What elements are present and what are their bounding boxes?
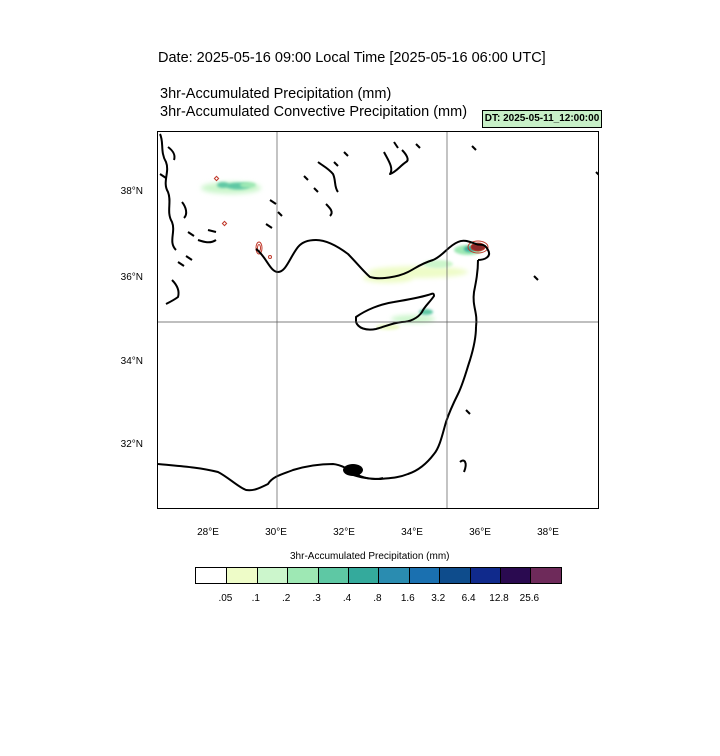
island-east-aegean bbox=[383, 149, 409, 175]
lat-label-34n: 34°N bbox=[120, 356, 143, 367]
colorbar bbox=[195, 567, 562, 584]
turkey-south-coast bbox=[255, 239, 490, 280]
map-canvas bbox=[158, 132, 598, 508]
colorbar-tick-label: .05 bbox=[218, 593, 233, 604]
gridlines bbox=[158, 132, 598, 508]
lat-label-36n: 36°N bbox=[120, 272, 143, 283]
lat-label-32n: 32°N bbox=[120, 439, 143, 450]
colorbar-tick-label: .8 bbox=[373, 593, 382, 604]
colorbar-tick-label: 1.6 bbox=[400, 593, 415, 604]
dt-badge: DT: 2025-05-11_12:00:00 bbox=[482, 110, 602, 128]
colorbar-tick-label: .4 bbox=[342, 593, 352, 604]
colorbar-swatch bbox=[226, 568, 257, 583]
lon-label-36e: 36°E bbox=[469, 527, 491, 538]
turkey-east-coast bbox=[472, 259, 479, 328]
lon-label-34e: 34°E bbox=[401, 527, 423, 538]
colorbar-tick-label: 6.4 bbox=[461, 593, 476, 604]
colorbar-swatch bbox=[530, 568, 561, 583]
colorbar-swatch bbox=[439, 568, 470, 583]
aegean-islands-1 bbox=[159, 133, 177, 251]
colorbar-swatch bbox=[499, 568, 531, 583]
colorbar-tick-label: .1 bbox=[251, 593, 260, 604]
colorbar-swatch bbox=[317, 568, 348, 583]
lon-label-28e: 28°E bbox=[197, 527, 219, 538]
colorbar-swatch bbox=[469, 568, 500, 583]
convective-precip-title: 3hr-Accumulated Convective Precipitation… bbox=[160, 104, 468, 120]
colorbar-swatch bbox=[378, 568, 409, 583]
nile-delta-mark bbox=[343, 464, 363, 476]
levant-coast bbox=[345, 326, 477, 480]
colorbar-tick-label: 25.6 bbox=[519, 593, 540, 604]
colorbar-tick-label: 3.2 bbox=[431, 593, 446, 604]
lon-label-32e: 32°E bbox=[333, 527, 355, 538]
lat-label-38n: 38°N bbox=[120, 186, 143, 197]
precip-title: 3hr-Accumulated Precipitation (mm) bbox=[160, 86, 392, 102]
lon-label-38e: 38°E bbox=[537, 527, 559, 538]
colorbar-title: 3hr-Accumulated Precipitation (mm) bbox=[290, 551, 450, 562]
date-title: Date: 2025-05-16 09:00 Local Time [2025-… bbox=[158, 50, 546, 66]
colorbar-swatch bbox=[408, 568, 440, 583]
map-frame bbox=[157, 131, 599, 509]
colorbar-swatch bbox=[287, 568, 318, 583]
colorbar-tick-label: .3 bbox=[312, 593, 321, 604]
colorbar-tick-label: .2 bbox=[282, 593, 291, 604]
colorbar-swatch bbox=[347, 568, 379, 583]
colorbar-swatch bbox=[256, 568, 288, 583]
colorbar-swatch bbox=[196, 568, 227, 583]
lon-label-30e: 30°E bbox=[265, 527, 287, 538]
cyprus bbox=[355, 292, 435, 331]
colorbar-tick-label: 12.8 bbox=[489, 593, 509, 604]
crete-fragment bbox=[317, 161, 339, 193]
